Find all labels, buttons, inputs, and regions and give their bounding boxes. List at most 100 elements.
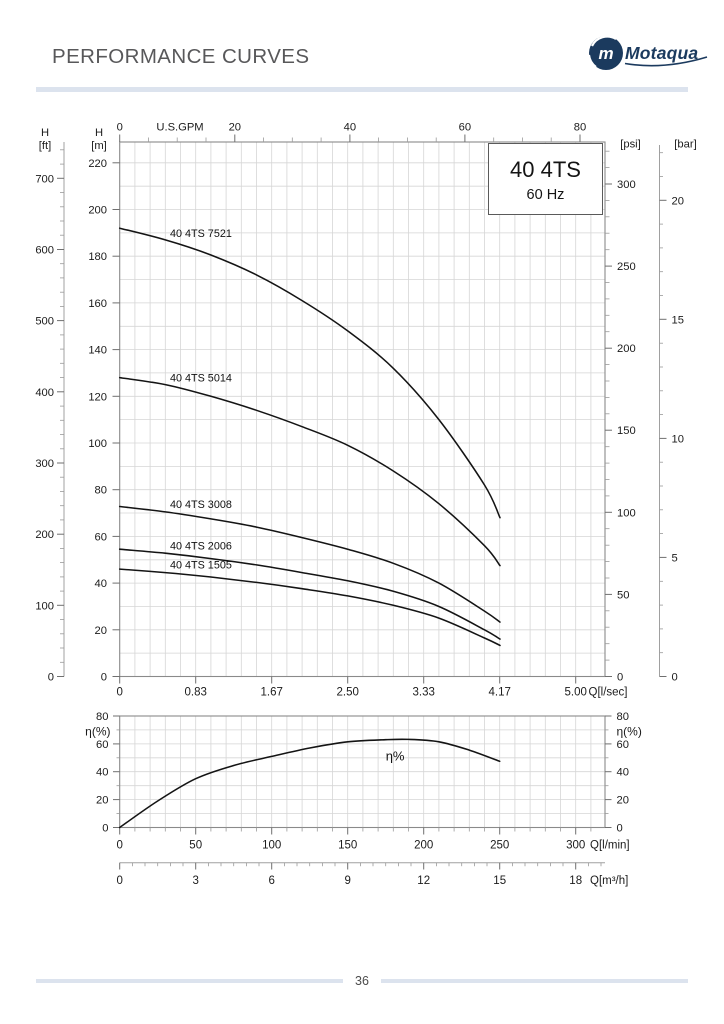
eta-tick-label-right: 60 xyxy=(617,739,629,751)
bar-tick-label: 10 xyxy=(672,433,684,445)
gpm-tick-label: 80 xyxy=(574,122,586,134)
usgpm-axis-label: U.S.GPM xyxy=(156,122,203,134)
curve-40-4TS-1505 xyxy=(118,568,501,647)
eta-annotation: η% xyxy=(386,749,405,764)
brand-swirl-icon xyxy=(591,35,617,47)
eta-tick-label-right: 80 xyxy=(617,711,629,723)
m3h-tick-label: 15 xyxy=(493,875,506,887)
eta-tick-label-left: 0 xyxy=(102,823,108,835)
h-m-axis-label: H xyxy=(95,127,103,139)
psi-tick-label: 300 xyxy=(617,179,636,191)
m-tick-label: 20 xyxy=(95,625,107,637)
brand-name: Motaqua xyxy=(625,43,698,63)
brand-logo: m Motaqua xyxy=(587,35,708,70)
eta-chart-grid xyxy=(119,716,605,828)
m3h-tick-label: 12 xyxy=(417,875,430,887)
model-box-frame xyxy=(488,143,603,215)
curve-label: 40 4TS 3008 xyxy=(170,499,232,511)
eta-tick-label-right: 40 xyxy=(617,767,629,779)
m-tick-label: 160 xyxy=(88,298,107,310)
pump-curves: 40 4TS 7521 40 4TS 5014 40 4TS 3008 40 4TS … xyxy=(118,227,501,647)
m3h-tick-label: 6 xyxy=(268,875,274,887)
lmin-axis-label: Q[l/min] xyxy=(590,840,630,852)
psi-tick-label: 200 xyxy=(617,343,636,355)
axis-bottom-m3h: 0 3 6 9 12 15 18 Q[m³/h] xyxy=(116,862,628,887)
gpm-tick-label: 0 xyxy=(117,122,123,134)
lmin-tick-label: 150 xyxy=(338,840,357,852)
axis-right-bar: 0 5 10 15 20 [bar] xyxy=(659,139,697,684)
bar-tick-label: 15 xyxy=(672,314,684,326)
model-frequency: 60 Hz xyxy=(527,187,565,203)
page-number: 36 xyxy=(355,974,369,988)
footer-rule-left xyxy=(36,979,344,983)
eta-curve: η% xyxy=(118,738,501,829)
ft-tick-label: 400 xyxy=(35,387,54,399)
curve-40-4TS-3008 xyxy=(118,505,501,623)
m-tick-label: 40 xyxy=(95,578,107,590)
footer: 36 xyxy=(36,974,688,988)
lmin-tick-label: 100 xyxy=(262,840,281,852)
h-ft-axis-unit: [ft] xyxy=(39,140,51,152)
gpm-tick-label: 20 xyxy=(229,122,241,134)
psi-tick-label: 50 xyxy=(617,589,629,601)
axis-bottom-lmin: 0 50 100 150 200 250 300 Q[l/min] xyxy=(116,827,630,852)
psi-axis-label: [psi] xyxy=(620,139,641,151)
brand-swirl2-icon xyxy=(587,54,597,68)
axis-right-psi: 0 50 100 150 200 250 300 [psi] xyxy=(605,139,641,684)
axis-left-ft: 0 100 200 300 400 500 600 700 H[ft] xyxy=(35,127,65,684)
lsec-axis-label: Q[l/sec] xyxy=(589,687,628,699)
ft-tick-label: 500 xyxy=(35,316,54,328)
ft-tick-label: 600 xyxy=(35,245,54,257)
lsec-tick-label: 3.33 xyxy=(413,687,435,699)
eta-tick-label-left: 40 xyxy=(96,767,108,779)
lmin-tick-label: 200 xyxy=(414,840,433,852)
ft-tick-label: 700 xyxy=(35,173,54,185)
gpm-tick-label: 60 xyxy=(459,122,471,134)
eta-axis-label-left: η(%) xyxy=(85,725,110,739)
eta-tick-label-left: 60 xyxy=(96,739,108,751)
curve-label: 40 4TS 2006 xyxy=(170,540,232,552)
eta-tick-label-left: 20 xyxy=(96,795,108,807)
model-name: 40 4TS xyxy=(510,157,581,182)
h-ft-axis-label: H xyxy=(41,127,49,139)
eta-tick-label-right: 0 xyxy=(617,823,623,835)
m3h-tick-label: 18 xyxy=(569,875,582,887)
lmin-tick-label: 50 xyxy=(189,840,202,852)
ft-tick-label: 0 xyxy=(48,672,54,684)
lmin-tick-label: 250 xyxy=(490,840,509,852)
psi-tick-label: 100 xyxy=(617,507,636,519)
footer-rule-right xyxy=(380,979,688,983)
ft-tick-label: 300 xyxy=(35,458,54,470)
eta-axis-left-right: 0 0 20 20 40 40 60 60 80 80 η(%) η(%) xyxy=(85,711,642,835)
eta-axis-label-right: η(%) xyxy=(617,725,642,739)
lsec-tick-label: 0.83 xyxy=(185,687,207,699)
ft-tick-label: 100 xyxy=(35,600,54,612)
axis-bottom-lsec: 0 0.83 1.67 2.50 3.33 4.17 5.00 Q[l/sec] xyxy=(116,676,628,699)
eta-tick-label-left: 80 xyxy=(96,711,108,723)
axis-left-m: 0 20 40 60 80 100 120 140 160 180 200 220 H[m] xyxy=(88,127,120,684)
brand-swoosh-icon xyxy=(624,56,708,67)
m3h-axis-label: Q[m³/h] xyxy=(590,875,628,887)
m-tick-label: 100 xyxy=(88,438,107,450)
curve-label: 40 4TS 7521 xyxy=(170,228,232,240)
main-chart-border xyxy=(119,141,606,678)
psi-tick-label: 150 xyxy=(617,425,636,437)
curve-label: 40 4TS 1505 xyxy=(170,560,232,572)
m-tick-label: 120 xyxy=(88,391,107,403)
lsec-tick-label: 4.17 xyxy=(489,687,511,699)
main-plot-frame xyxy=(119,141,606,678)
lsec-tick-label: 1.67 xyxy=(261,687,283,699)
m3h-tick-label: 0 xyxy=(116,875,122,887)
curve-40-4TS-2006 xyxy=(118,548,501,640)
curve-40-4TS-5014 xyxy=(118,376,501,567)
curve-efficiency xyxy=(118,738,501,829)
lsec-tick-label: 2.50 xyxy=(337,687,359,699)
lmin-tick-label: 0 xyxy=(116,840,122,852)
lsec-tick-label: 5.00 xyxy=(565,687,587,699)
model-box: 40 4TS 60 Hz xyxy=(488,143,603,215)
m3h-tick-label: 3 xyxy=(192,875,198,887)
lsec-tick-label: 0 xyxy=(116,687,122,699)
brand-circle-icon xyxy=(589,36,623,70)
gpm-tick-label: 40 xyxy=(344,122,356,134)
